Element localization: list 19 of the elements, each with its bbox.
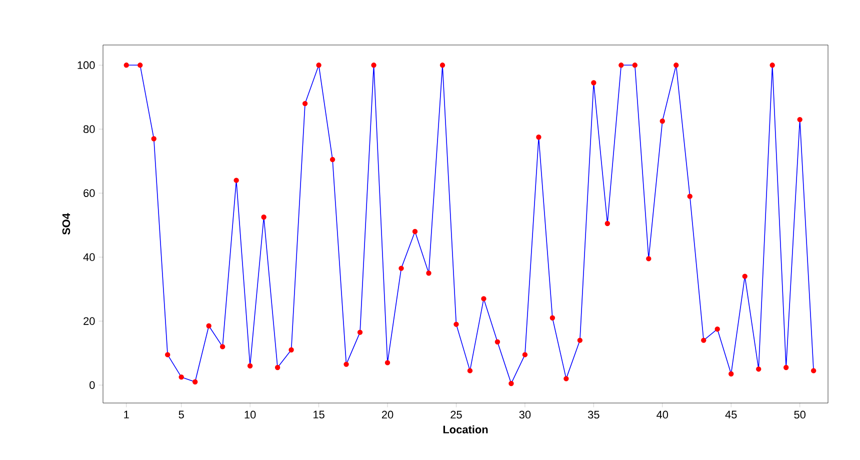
x-tick-label: 35 (588, 410, 600, 419)
y-tick-label: 60 (84, 189, 95, 198)
x-tick-label: 10 (244, 410, 256, 419)
x-tick-label: 45 (725, 410, 737, 418)
x-tick-label: 5 (178, 410, 184, 418)
y-tick-label: 40 (83, 253, 95, 261)
y-axis-title: SO4 (62, 213, 70, 235)
x-tick-label: 25 (450, 410, 462, 419)
x-tick-label: 15 (314, 410, 324, 418)
x-axis-title: Location (443, 425, 488, 434)
x-tick-label: 50 (794, 410, 806, 419)
y-tick-label: 100 (78, 61, 95, 70)
x-tick-label: 40 (656, 410, 668, 419)
y-tick-label: 80 (84, 125, 95, 134)
x-tick-label: 1 (124, 410, 129, 418)
x-tick-label: 20 (382, 410, 394, 419)
y-tick-label: 20 (84, 317, 95, 325)
x-tick-label: 30 (519, 410, 531, 419)
y-tick-label: 0 (90, 381, 95, 389)
